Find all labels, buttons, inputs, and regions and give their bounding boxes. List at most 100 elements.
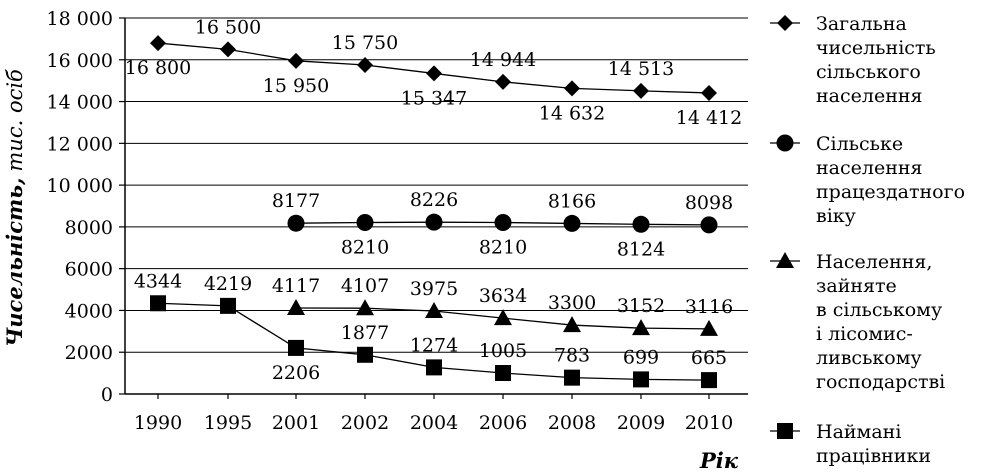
data-label-square-2010: 665 bbox=[691, 347, 727, 369]
point-diamond-2010 bbox=[701, 84, 717, 101]
x-axis-title: Рік bbox=[699, 448, 739, 473]
y-tick-label-18000: 18 000 bbox=[47, 8, 113, 30]
series-diamond bbox=[150, 35, 717, 101]
data-label-diamond-2001: 15 950 bbox=[263, 75, 329, 97]
data-label-square-2009: 699 bbox=[623, 346, 659, 368]
legend-text-circle-1: населення bbox=[816, 157, 923, 179]
data-label-triangle-2006: 3634 bbox=[479, 285, 527, 307]
data-label-square-2004: 1274 bbox=[410, 334, 458, 356]
x-tick-label-2009: 2009 bbox=[617, 412, 665, 434]
data-label-diamond-1990: 16 800 bbox=[125, 57, 191, 79]
point-diamond-2009 bbox=[633, 82, 649, 99]
data-label-triangle-2008: 3300 bbox=[548, 292, 596, 314]
y-axis-title-unit: тис. осіб bbox=[3, 69, 27, 172]
point-square-2010 bbox=[701, 372, 717, 389]
point-square-2004 bbox=[426, 359, 442, 376]
series bbox=[150, 35, 718, 389]
point-square-2001 bbox=[288, 339, 304, 356]
y-tick-label-16000: 16 000 bbox=[47, 50, 113, 72]
point-circle-2008 bbox=[563, 214, 581, 232]
legend-text-triangle-1: зайняте bbox=[816, 275, 897, 297]
grid-lines bbox=[119, 17, 748, 395]
legend-text-triangle-0: Населення, bbox=[816, 251, 932, 273]
legend: ЗагальначисельністьсільськогонаселенняСі… bbox=[770, 13, 965, 467]
legend-text-diamond-2: сільського bbox=[816, 61, 921, 83]
x-tick-label-2006: 2006 bbox=[479, 412, 527, 434]
legend-marker-square bbox=[777, 423, 793, 439]
point-diamond-1995 bbox=[220, 41, 236, 58]
point-diamond-1990 bbox=[150, 35, 166, 52]
data-label-square-2001: 2206 bbox=[272, 362, 320, 384]
point-circle-2001 bbox=[287, 214, 305, 232]
data-label-circle-2010: 8098 bbox=[685, 192, 733, 214]
data-label-triangle-2002: 4107 bbox=[341, 275, 389, 297]
y-tick-label-6000: 6000 bbox=[65, 259, 113, 281]
legend-text-triangle-5: господарстві bbox=[816, 371, 945, 393]
x-tick-label-2004: 2004 bbox=[410, 412, 458, 434]
point-circle-2006 bbox=[494, 214, 512, 232]
y-tick-label-12000: 12 000 bbox=[47, 133, 113, 155]
data-label-circle-2006: 8210 bbox=[479, 237, 527, 259]
point-diamond-2001 bbox=[288, 52, 304, 69]
point-diamond-2002 bbox=[357, 57, 373, 73]
series-triangle bbox=[287, 299, 718, 336]
legend-marker-triangle bbox=[776, 252, 794, 268]
data-label-diamond-2004: 15 347 bbox=[401, 87, 467, 109]
point-triangle-2006 bbox=[494, 309, 512, 326]
x-tick-label-2010: 2010 bbox=[685, 412, 733, 434]
data-label-diamond-2010: 14 412 bbox=[676, 107, 742, 129]
point-diamond-2004 bbox=[426, 65, 442, 82]
data-label-diamond-2008: 14 632 bbox=[539, 102, 605, 124]
legend-text-square-0: Наймані bbox=[816, 421, 901, 443]
legend-text-triangle-3: і лісомис- bbox=[816, 323, 913, 345]
legend-text-triangle-4: ливському bbox=[816, 347, 922, 369]
y-tick-label-10000: 10 000 bbox=[47, 175, 113, 197]
data-label-square-2002: 1877 bbox=[341, 322, 389, 344]
legend-text-diamond-0: Загальна bbox=[816, 13, 907, 35]
x-tick-label-1990: 1990 bbox=[134, 412, 182, 434]
data-label-diamond-1995: 16 500 bbox=[195, 16, 261, 38]
legend-text-diamond-3: населення bbox=[816, 85, 923, 107]
point-square-1995 bbox=[220, 297, 236, 314]
legend-text-circle-3: віку bbox=[816, 205, 856, 227]
data-label-circle-2001: 8177 bbox=[272, 190, 320, 212]
data-label-triangle-2001: 4117 bbox=[272, 275, 320, 297]
point-triangle-2002 bbox=[356, 299, 374, 316]
point-diamond-2006 bbox=[495, 73, 511, 90]
point-square-2008 bbox=[564, 369, 580, 386]
point-diamond-2008 bbox=[564, 80, 580, 97]
point-circle-2010 bbox=[700, 216, 718, 234]
data-label-diamond-2009: 14 513 bbox=[608, 58, 674, 80]
data-label-diamond-2002: 15 750 bbox=[332, 32, 398, 54]
point-triangle-2009 bbox=[632, 319, 650, 336]
x-tick-labels: 1990 1995 2001 2002 2004 2006 2008 2009 2010 bbox=[134, 394, 733, 434]
x-tick-label-1995: 1995 bbox=[204, 412, 252, 434]
y-tick-label-14000: 14 000 bbox=[47, 92, 113, 114]
point-square-1990 bbox=[150, 295, 166, 312]
y-axis-title: Чисельність, тис. осіб bbox=[2, 69, 27, 347]
data-label-square-1990: 4344 bbox=[134, 270, 182, 292]
point-square-2006 bbox=[495, 365, 511, 382]
point-square-2002 bbox=[357, 346, 373, 363]
data-label-triangle-2004: 3975 bbox=[410, 278, 458, 300]
data-label-circle-2008: 8166 bbox=[548, 190, 596, 212]
legend-text-square-1: працівники bbox=[816, 445, 931, 467]
x-tick-label-2002: 2002 bbox=[341, 412, 389, 434]
data-label-circle-2009: 8124 bbox=[617, 238, 665, 260]
data-label-square-2008: 783 bbox=[554, 345, 590, 367]
y-tick-label-0: 0 bbox=[101, 384, 113, 406]
point-circle-2004 bbox=[425, 213, 443, 231]
axes bbox=[124, 18, 748, 395]
series-circle bbox=[287, 213, 718, 234]
series-square bbox=[150, 295, 717, 389]
point-circle-2009 bbox=[632, 215, 650, 233]
y-tick-label-8000: 8000 bbox=[65, 217, 113, 239]
legend-text-circle-2: працездатного bbox=[816, 181, 965, 203]
point-triangle-2010 bbox=[700, 319, 718, 336]
x-tick-label-2001: 2001 bbox=[272, 412, 320, 434]
point-circle-2002 bbox=[356, 214, 374, 232]
